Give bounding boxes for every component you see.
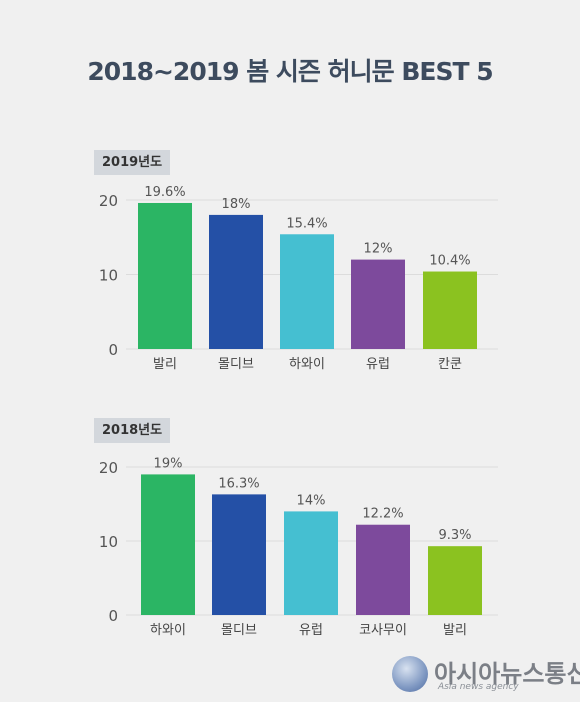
section-label-2019: 2019년도: [94, 150, 171, 175]
data-label: 9.3%: [438, 528, 471, 543]
bar: [351, 259, 405, 349]
y-tick-label: 0: [108, 607, 118, 625]
bar: [138, 202, 192, 349]
bar: [141, 474, 195, 615]
bar: [356, 524, 410, 615]
y-tick-label: 20: [99, 459, 118, 477]
y-tick-label: 10: [99, 267, 118, 285]
data-label: 12.2%: [362, 507, 403, 522]
news-agency-logo: 아시아뉴스통신 Asia news agency: [392, 655, 580, 695]
data-label: 12%: [364, 242, 393, 257]
data-label: 19%: [154, 456, 183, 471]
data-label: 18%: [222, 197, 251, 212]
x-tick-label: 하와이: [150, 623, 186, 638]
bar: [212, 494, 266, 615]
data-label: 19.6%: [144, 185, 185, 200]
bar-chart-2018: 0 10 20 19% 하와이 16.3% 몰디브 14% 유럽 12.2% 코사무이 9.3% 발리: [99, 456, 498, 638]
x-tick-label: 유럽: [299, 623, 323, 638]
data-label: 10.4%: [429, 254, 470, 269]
logo-subtitle: Asia news agency: [438, 682, 519, 692]
bar-chart-2019: 0 10 20 19.6% 발리 18% 몰디브 15.4% 하와이 12% 유럽 10.4% 칸쿤: [99, 185, 498, 372]
page-title: 2018~2019 봄 시즌 허니문 BEST 5: [87, 57, 493, 86]
y-tick-label: 0: [108, 341, 118, 359]
x-tick-label: 몰디브: [218, 357, 254, 372]
bar: [423, 271, 477, 349]
bar: [280, 234, 334, 349]
bar: [284, 511, 338, 615]
x-tick-label: 하와이: [289, 357, 325, 372]
x-tick-label: 발리: [443, 623, 467, 638]
bar: [209, 214, 263, 349]
x-tick-label: 몰디브: [221, 623, 257, 638]
x-tick-label: 발리: [153, 357, 177, 372]
data-label: 15.4%: [286, 216, 327, 231]
data-label: 14%: [297, 493, 326, 508]
x-tick-label: 칸쿤: [438, 357, 462, 372]
section-label-2018: 2018년도: [94, 418, 171, 443]
bar: [428, 546, 482, 615]
globe-seal-icon: [392, 656, 428, 692]
logo-name: 아시아뉴스통신: [434, 660, 580, 688]
x-tick-label: 코사무이: [359, 623, 407, 638]
y-tick-label: 10: [99, 533, 118, 551]
data-label: 16.3%: [218, 476, 259, 491]
x-tick-label: 유럽: [366, 357, 390, 372]
y-tick-label: 20: [99, 192, 118, 210]
